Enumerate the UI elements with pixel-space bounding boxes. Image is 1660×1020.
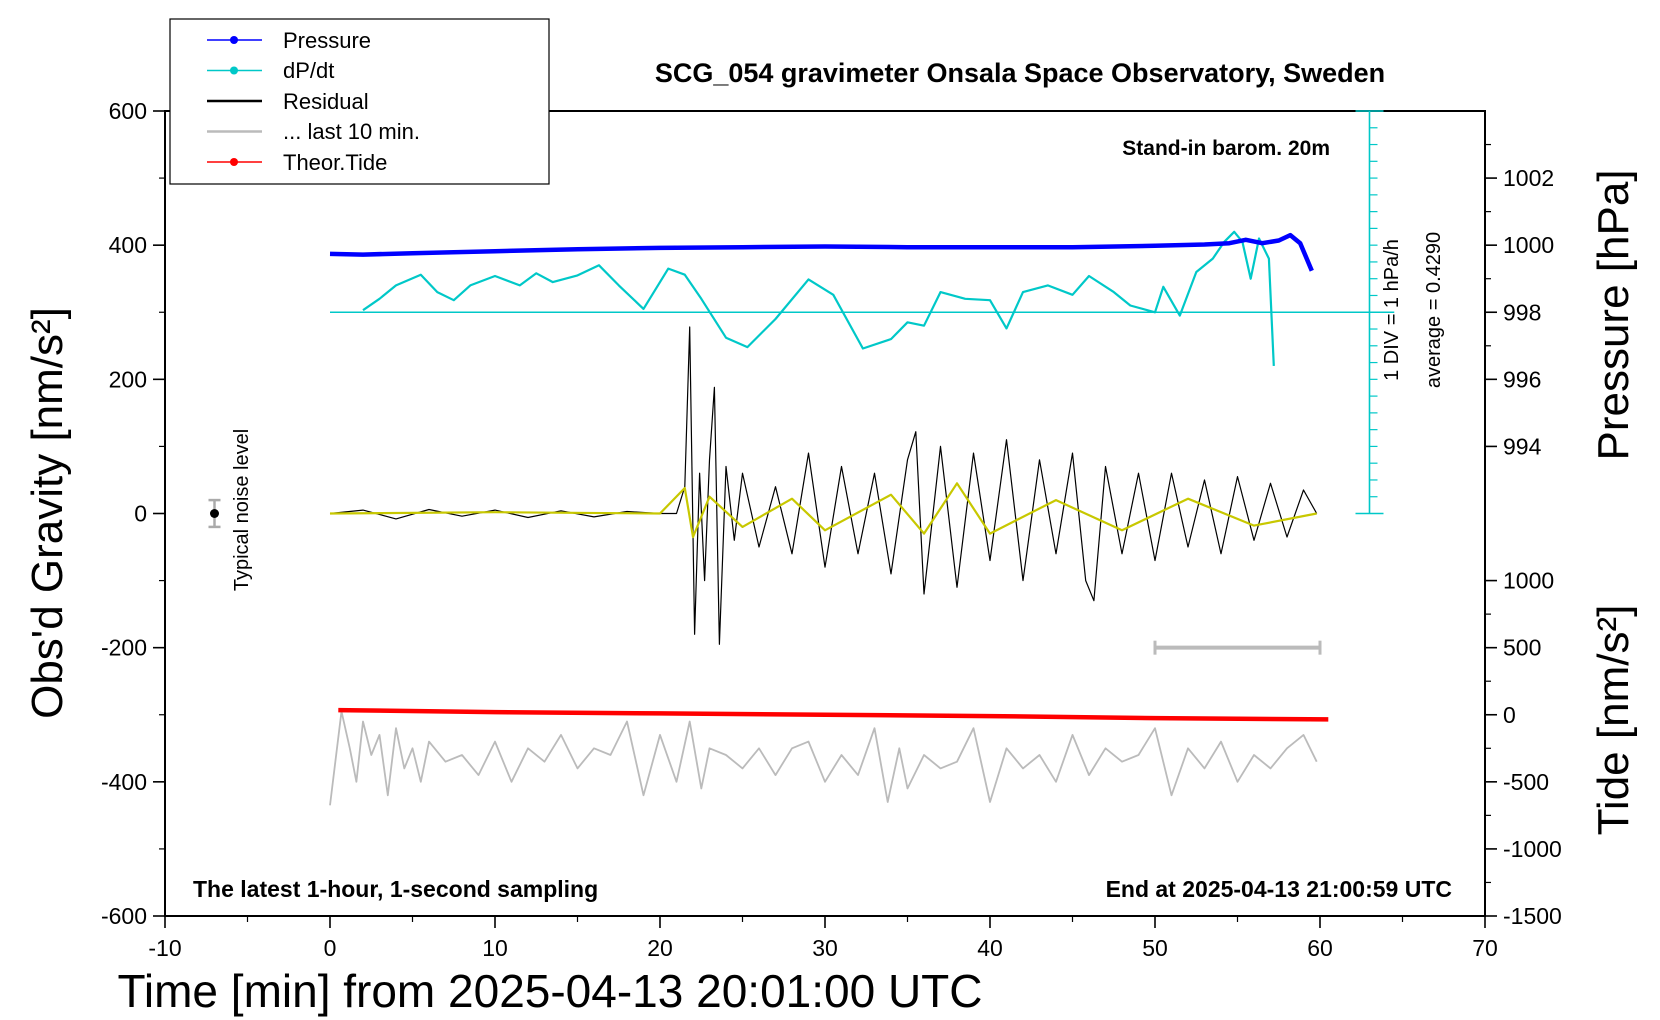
x-tick-label: 70	[1472, 935, 1498, 961]
dpdt-scale-bar	[330, 110, 1395, 515]
tide-tick-label: -1000	[1503, 836, 1562, 862]
y-axis-title-tide: Tide [nm/s²]	[1589, 605, 1638, 836]
x-tick-label: 10	[482, 935, 508, 961]
latest-hour-note: The latest 1-hour, 1-second sampling	[193, 876, 598, 902]
noise-level-dot	[210, 509, 219, 518]
legend-label-pressure: Pressure	[283, 28, 371, 53]
noise-level-label: Typical noise level	[231, 429, 253, 591]
series-line-last-10-min	[329, 710, 1318, 806]
x-tick-label: 0	[324, 935, 337, 961]
tide-tick-label: 1000	[1503, 568, 1554, 594]
legend-items	[207, 36, 262, 166]
series-lines	[329, 230, 1329, 806]
tide-tick-label: -500	[1503, 769, 1549, 795]
legend-marker-theor-tide	[230, 158, 238, 166]
pressure-tick-label: 1002	[1503, 165, 1554, 191]
legend: Pressure dP/dt Residual ... last 10 min.…	[169, 18, 550, 185]
dpdt-division-label: 1 DIV = 1 hPa/h	[1381, 239, 1403, 381]
series-line-filtered	[329, 482, 1317, 539]
y-tick-label: 0	[134, 501, 147, 527]
legend-label-theor-tide: Theor.Tide	[283, 150, 387, 175]
chart-title: SCG_054 gravimeter Onsala Space Observat…	[655, 58, 1385, 88]
legend-label-residual: Residual	[283, 89, 369, 114]
series-line-pressure	[329, 232, 1314, 272]
end-time-note: End at 2025-04-13 21:00:59 UTC	[1106, 876, 1452, 902]
legend-label-last-10-min: ... last 10 min.	[283, 119, 420, 144]
series-line-dp-dt	[362, 230, 1275, 366]
y-tick-label: -400	[101, 769, 147, 795]
tide-tick-label: 0	[1503, 702, 1516, 728]
y-tick-label: 600	[109, 98, 147, 124]
legend-label-dpdt: dP/dt	[283, 58, 334, 83]
y-tick-label: 400	[109, 232, 147, 258]
pressure-tick-label: 996	[1503, 366, 1541, 392]
x-tick-label: 20	[647, 935, 673, 961]
pressure-tick-label: 998	[1503, 299, 1541, 325]
x-axis-title: Time [min] from 2025-04-13 20:01:00 UTC	[118, 965, 983, 1017]
y-tick-label: 200	[109, 366, 147, 392]
tide-tick-label: -1500	[1503, 903, 1562, 929]
tide-tick-label: 500	[1503, 635, 1541, 661]
pressure-tick-label: 1000	[1503, 232, 1554, 258]
indicator-marks	[208, 498, 1322, 655]
series-line-theor-tide	[338, 707, 1329, 722]
pressure-tick-label: 994	[1503, 433, 1542, 459]
dpdt-average-label: average = 0.4290	[1423, 232, 1445, 388]
axis-ticks: -10 0 10 20 30 40 50 60 70 600 400 200 0 -200 -400 -600…	[101, 98, 1562, 961]
y-axis-title-gravity: Obs'd Gravity [nm/s²]	[23, 307, 72, 719]
x-tick-label: 40	[977, 935, 1003, 961]
y-tick-label: -200	[101, 635, 147, 661]
x-tick-label: -10	[148, 935, 181, 961]
y-axis-title-pressure: Pressure [hPa]	[1589, 169, 1638, 460]
stand-in-barometer-note: Stand-in barom. 20m	[1122, 137, 1330, 160]
y-tick-label: -600	[101, 903, 147, 929]
x-tick-label: 50	[1142, 935, 1168, 961]
x-tick-label: 30	[812, 935, 838, 961]
legend-marker-dp-dt	[230, 66, 238, 75]
x-tick-label: 60	[1307, 935, 1333, 961]
y-axis-title-gravity-text: Obs'd Gravity [nm/s²]	[23, 307, 72, 719]
legend-marker-pressure	[230, 36, 238, 44]
